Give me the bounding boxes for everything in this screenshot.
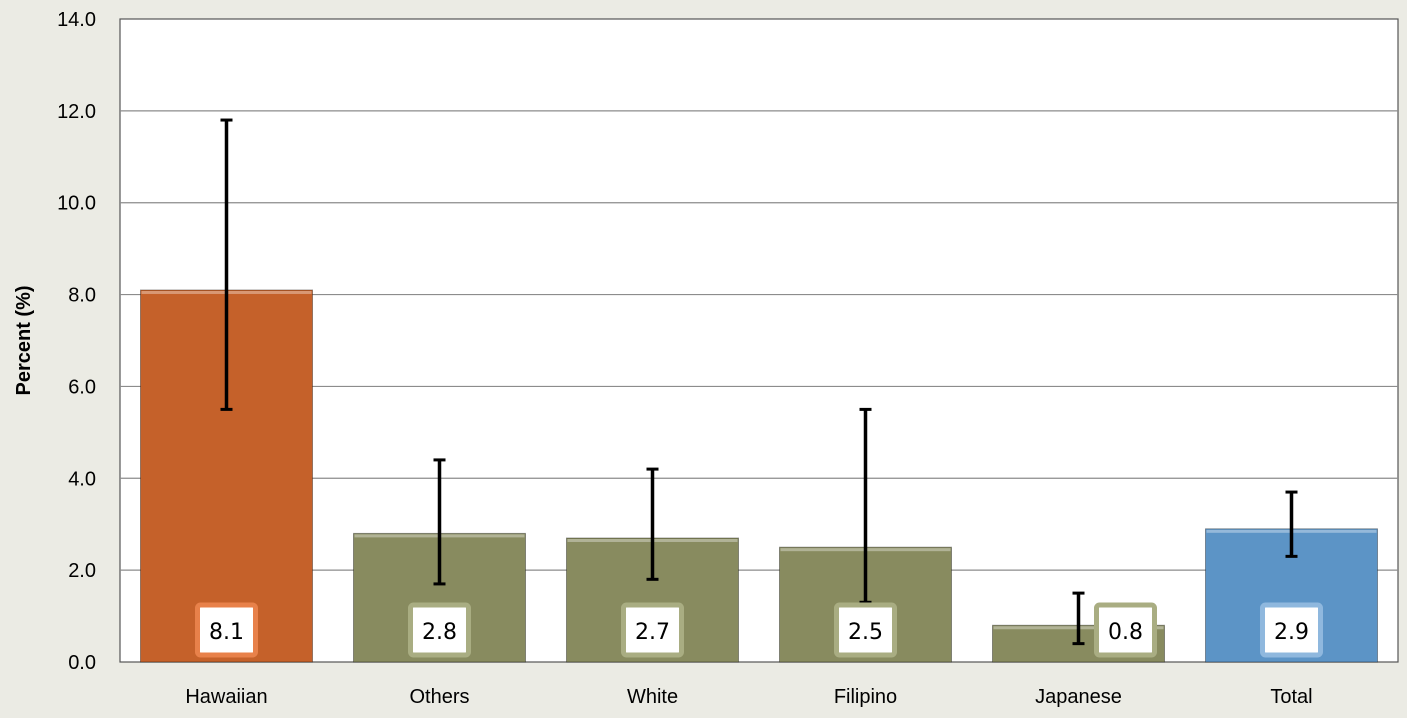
data-label-box <box>1094 602 1157 658</box>
x-category-label: Filipino <box>834 686 897 708</box>
data-label-box <box>195 602 258 658</box>
data-label: 0.8 <box>1108 620 1143 645</box>
data-labels: 8.1 2.8 2.7 2.5 0.8 2.9 <box>195 602 1323 658</box>
data-label-box <box>834 602 897 658</box>
y-tick-label: 10.0 <box>57 193 96 215</box>
x-category-label: Total <box>1270 686 1312 708</box>
y-tick-label: 2.0 <box>68 560 96 582</box>
data-label: 2.7 <box>635 620 670 645</box>
y-axis-ticks: 0.0 2.0 4.0 6.0 8.0 10.0 12.0 14.0 <box>57 9 96 674</box>
data-label: 2.8 <box>422 620 457 645</box>
plot-area <box>119 18 1399 663</box>
y-tick-label: 12.0 <box>57 101 96 123</box>
gridlines <box>120 110 1398 571</box>
data-label-box <box>1260 602 1323 658</box>
x-category-label: Others <box>409 686 469 708</box>
y-tick-label: 4.0 <box>68 468 96 490</box>
data-label: 2.9 <box>1274 620 1309 645</box>
data-label-box <box>408 602 471 658</box>
error-bars <box>220 118 1298 646</box>
x-category-label: Hawaiian <box>185 686 267 708</box>
data-label: 2.5 <box>848 620 883 645</box>
y-tick-label: 8.0 <box>68 285 96 307</box>
y-tick-label: 6.0 <box>68 376 96 398</box>
x-category-label: Japanese <box>1035 686 1122 708</box>
x-category-label: White <box>627 686 678 708</box>
x-axis-categories: Hawaiian Others White Filipino Japanese Total <box>185 686 1312 708</box>
data-label-box <box>621 602 684 658</box>
data-label: 8.1 <box>209 620 244 645</box>
y-tick-label: 14.0 <box>57 9 96 31</box>
y-tick-label: 0.0 <box>68 652 96 674</box>
y-axis-title: Percent (%) <box>13 285 35 395</box>
